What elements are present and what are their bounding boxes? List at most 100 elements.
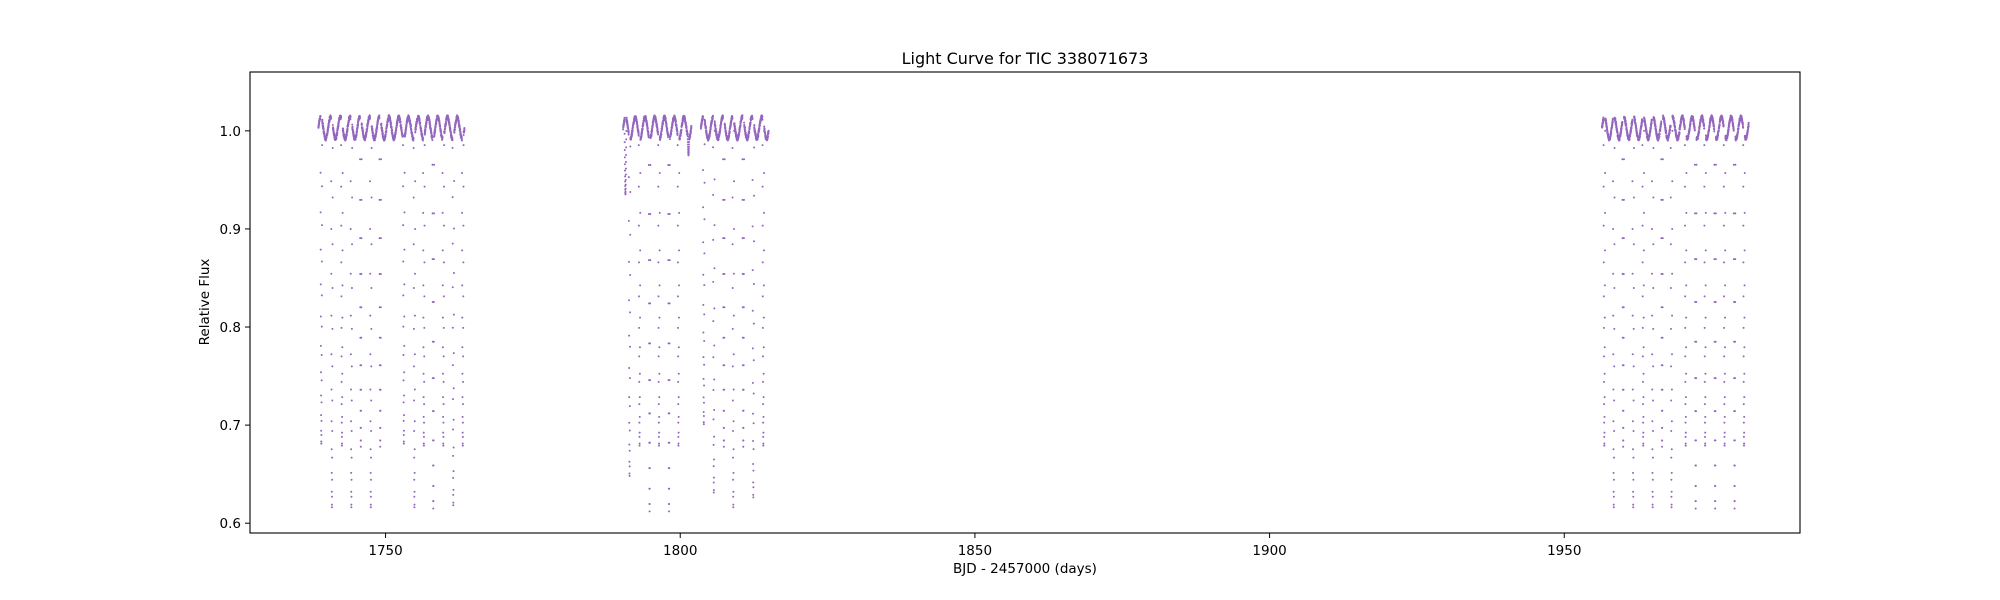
data-point (337, 121, 340, 124)
data-point (677, 435, 680, 438)
data-point (712, 146, 715, 149)
data-point (712, 320, 715, 323)
data-point (346, 127, 349, 130)
data-point (379, 198, 382, 201)
data-point (419, 122, 422, 125)
data-point (624, 187, 627, 190)
data-point (704, 126, 707, 129)
data-point (658, 415, 661, 418)
data-point (379, 439, 382, 442)
data-point (352, 132, 355, 135)
data-point (369, 420, 372, 423)
data-point (628, 421, 631, 424)
data-point (340, 116, 343, 119)
data-point (647, 131, 650, 134)
data-point (326, 129, 329, 132)
data-point (1641, 380, 1644, 383)
data-point (330, 503, 333, 506)
data-point (638, 372, 641, 375)
data-point (421, 139, 424, 142)
data-point (1639, 132, 1642, 135)
data-point (330, 180, 333, 183)
data-point (461, 346, 464, 349)
data-point (1622, 336, 1625, 339)
data-point (380, 126, 383, 129)
data-point (341, 211, 344, 214)
data-point (419, 124, 422, 127)
data-point (441, 316, 444, 319)
data-point (439, 129, 442, 132)
data-point (444, 127, 447, 130)
data-point (1661, 409, 1664, 412)
data-point (318, 122, 321, 125)
data-point (369, 495, 372, 498)
data-point (453, 227, 456, 230)
data-point (731, 430, 734, 433)
data-point (762, 249, 765, 252)
data-point (457, 119, 460, 122)
data-point (365, 130, 368, 133)
data-point (452, 504, 455, 507)
data-point (432, 377, 435, 380)
data-point (320, 354, 323, 357)
data-point (668, 487, 671, 490)
data-point (629, 311, 632, 314)
data-point (425, 124, 427, 127)
data-point (751, 347, 754, 350)
data-point (445, 121, 448, 124)
data-point (1602, 185, 1605, 188)
data-point (437, 117, 440, 120)
data-point (1642, 284, 1645, 287)
data-point (638, 295, 641, 298)
data-point (1651, 503, 1654, 506)
data-point (1670, 478, 1673, 481)
data-point (625, 146, 628, 149)
data-point (677, 346, 680, 349)
data-point (752, 392, 755, 395)
data-point (1613, 456, 1615, 459)
data-point (623, 156, 626, 159)
data-point (648, 502, 651, 505)
data-point (443, 185, 446, 188)
data-point (1650, 180, 1653, 183)
data-point (754, 130, 757, 133)
data-point (340, 295, 343, 298)
data-point (658, 372, 661, 375)
data-point (668, 342, 671, 345)
data-point (422, 211, 425, 214)
data-point (1616, 131, 1619, 134)
data-point (1613, 243, 1616, 246)
data-point (369, 353, 372, 356)
data-point (323, 132, 326, 135)
data-point (648, 510, 651, 513)
data-point (747, 134, 750, 137)
data-point (422, 249, 425, 252)
data-point (702, 377, 705, 380)
data-point (624, 173, 627, 176)
data-point (1622, 439, 1625, 442)
data-point (337, 127, 340, 130)
data-point (657, 326, 660, 329)
data-point (451, 196, 454, 199)
data-point (360, 198, 363, 201)
data-point (761, 261, 764, 264)
data-point (711, 115, 714, 118)
data-point (689, 135, 692, 138)
data-point (738, 133, 741, 136)
data-point (350, 478, 353, 481)
data-point (752, 240, 755, 243)
data-point (761, 326, 764, 329)
data-point (351, 146, 354, 149)
data-point (403, 344, 406, 347)
data-point (1631, 227, 1634, 230)
data-point (1604, 211, 1607, 214)
data-point (422, 137, 425, 140)
data-point (451, 326, 454, 329)
data-point (359, 158, 362, 161)
data-point (414, 130, 417, 133)
data-point (642, 123, 645, 126)
data-point (1625, 124, 1628, 127)
data-point (1670, 365, 1673, 368)
data-point (451, 146, 454, 149)
data-point (381, 132, 384, 135)
